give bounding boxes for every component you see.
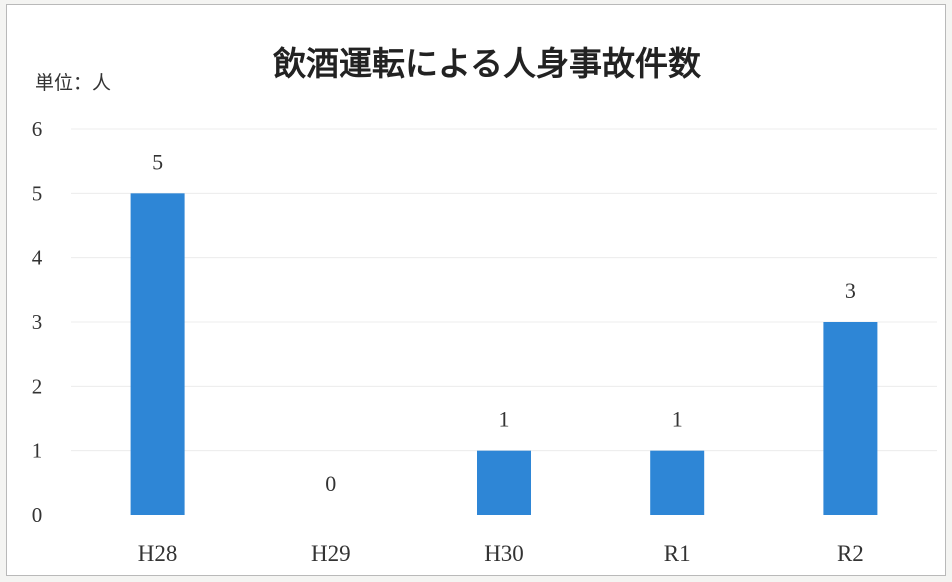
y-axis: 0 1 2 3 4 5 6	[32, 117, 43, 527]
gridlines	[71, 128, 937, 452]
y-tick-label: 0	[32, 503, 43, 527]
data-label-H30: 1	[499, 407, 510, 432]
x-tick-label-R1: R1	[664, 541, 691, 566]
x-tick-label-H28: H28	[138, 541, 178, 566]
bar-H28	[130, 193, 185, 516]
y-tick-label: 5	[32, 181, 43, 205]
y-tick-label: 2	[32, 374, 43, 398]
data-label-R2: 3	[845, 278, 856, 303]
y-tick-label: 4	[32, 246, 43, 270]
data-label-H28: 5	[152, 149, 163, 174]
bar-H30	[477, 450, 531, 515]
chart-title: 飲酒運転による人身事故件数	[273, 44, 702, 83]
unit-label: 単位：人	[35, 72, 111, 94]
y-tick-label: 6	[32, 117, 43, 141]
bars	[130, 193, 878, 516]
data-label-H29: 0	[325, 471, 336, 496]
x-tick-label-H30: H30	[484, 541, 524, 566]
bar-R2	[823, 322, 878, 515]
data-labels: 5 0 1 1 3	[152, 149, 856, 496]
x-tick-label-R2: R2	[837, 541, 864, 566]
data-label-R1: 1	[672, 407, 683, 432]
y-tick-label: 1	[32, 439, 43, 463]
y-tick-label: 3	[32, 310, 43, 334]
x-axis: H28 H29 H30 R1 R2	[138, 541, 864, 566]
bar-R1	[650, 450, 705, 515]
x-tick-label-H29: H29	[311, 541, 351, 566]
